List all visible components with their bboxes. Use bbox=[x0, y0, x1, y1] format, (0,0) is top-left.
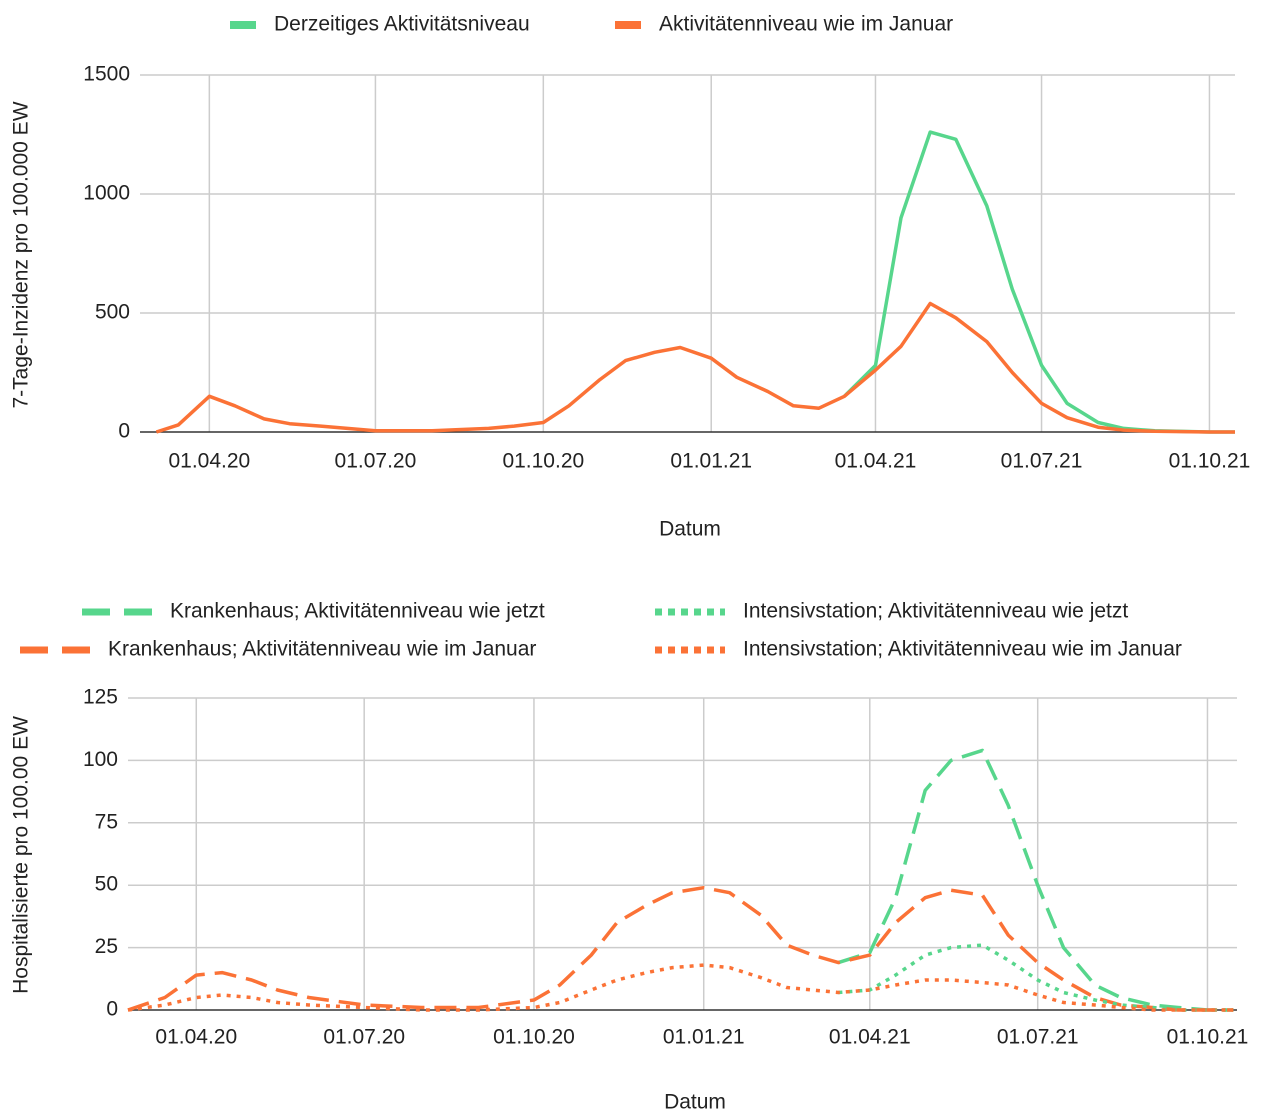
y-tick-label: 0 bbox=[106, 998, 118, 1021]
legend-label: Intensivstation; Aktivitätenniveau wie j… bbox=[743, 600, 1128, 623]
x-tick-label: 01.04.20 bbox=[155, 1026, 237, 1049]
series-line bbox=[843, 130, 1235, 434]
series-line bbox=[837, 748, 1234, 1012]
legend-label: Krankenhaus; Aktivitätenniveau wie jetzt bbox=[170, 600, 545, 623]
y-tick-label: 75 bbox=[95, 810, 118, 833]
y-tick-label: 1000 bbox=[83, 182, 130, 205]
legend-label: Krankenhaus; Aktivitätenniveau wie im Ja… bbox=[108, 638, 536, 661]
y-tick-label: 0 bbox=[118, 420, 130, 443]
x-tick-label: 01.07.20 bbox=[323, 1026, 405, 1049]
x-axis-title: Datum bbox=[664, 1091, 726, 1113]
x-tick-label: 01.01.21 bbox=[670, 450, 752, 473]
series-line bbox=[127, 885, 1234, 1012]
x-tick-label: 01.10.20 bbox=[493, 1026, 575, 1049]
series-line bbox=[155, 301, 1235, 434]
series-line bbox=[127, 963, 1234, 1012]
x-tick-label: 01.07.21 bbox=[1001, 450, 1083, 473]
x-tick-label: 01.04.21 bbox=[829, 1026, 911, 1049]
x-axis-title: Datum bbox=[659, 518, 721, 541]
y-axis-title: 7-Tage-Inzidenz pro 100.000 EW bbox=[10, 101, 33, 408]
y-tick-label: 100 bbox=[83, 748, 118, 771]
x-tick-label: 01.10.21 bbox=[1169, 450, 1251, 473]
x-tick-label: 01.01.21 bbox=[663, 1026, 745, 1049]
y-axis-title: Hospitalisierte pro 100.00 EW bbox=[10, 716, 33, 994]
y-tick-label: 50 bbox=[95, 873, 118, 896]
y-tick-label: 500 bbox=[95, 301, 130, 324]
y-tick-label: 1500 bbox=[83, 63, 130, 86]
series-line bbox=[838, 943, 1234, 1012]
x-tick-label: 01.07.20 bbox=[335, 450, 417, 473]
y-tick-label: 125 bbox=[83, 686, 118, 709]
y-tick-label: 25 bbox=[95, 935, 118, 958]
x-tick-label: 01.10.21 bbox=[1167, 1026, 1249, 1049]
legend-label: Intensivstation; Aktivitätenniveau wie i… bbox=[743, 638, 1182, 661]
x-tick-label: 01.10.20 bbox=[502, 450, 584, 473]
legend-label: Derzeitiges Aktivitätsniveau bbox=[274, 13, 530, 36]
legend-label: Aktivitätenniveau wie im Januar bbox=[659, 13, 953, 36]
x-tick-label: 01.04.21 bbox=[835, 450, 917, 473]
x-tick-label: 01.04.20 bbox=[168, 450, 250, 473]
x-tick-label: 01.07.21 bbox=[997, 1026, 1079, 1049]
